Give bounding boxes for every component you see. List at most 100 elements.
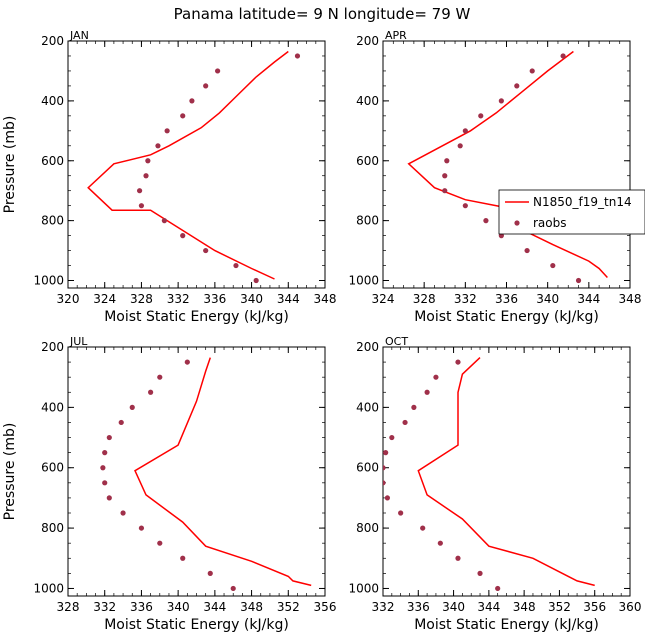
apr-x-tick-label: 336 <box>495 292 518 306</box>
jan-obs-point <box>253 277 259 284</box>
jul-obs-point <box>207 570 213 576</box>
jul-x-tick-label: 328 <box>57 600 80 614</box>
legend-model-label: N1850_f19_tn14 <box>533 195 632 209</box>
apr-y-tick-label: 1000 <box>348 274 379 288</box>
jul-data <box>100 357 312 592</box>
oct-x-tick-label: 352 <box>548 600 571 614</box>
jul-x-tick-label: 356 <box>314 600 337 614</box>
jul-obs-point <box>102 450 108 456</box>
apr-y-tick-label: 800 <box>356 214 379 228</box>
apr-obs-point <box>462 128 468 134</box>
jul-panel-label: JUL <box>69 335 88 348</box>
jan-y-tick-label: 600 <box>41 154 64 168</box>
oct-x-tick-label: 356 <box>583 600 606 614</box>
apr-x-tick-label: 340 <box>536 292 559 306</box>
oct-panel-label: OCT <box>385 335 408 348</box>
jul-obs-point <box>157 374 163 380</box>
jul-obs-point <box>180 555 186 561</box>
oct-obs-point <box>389 434 395 441</box>
oct-x-tick-label: 360 <box>619 600 642 614</box>
apr-obs-point <box>462 203 468 209</box>
apr-x-axis-label: Moist Static Energy (kJ/kg) <box>414 309 599 325</box>
apr-panel-label: APR <box>385 29 407 42</box>
jul-x-axis: 328 332 336 340 344 348 352 356 <box>57 347 337 614</box>
jan-data <box>87 50 301 284</box>
jul-obs-point <box>106 495 112 501</box>
jan-obs-point <box>138 203 145 209</box>
oct-y-tick-label: 800 <box>356 521 379 535</box>
oct-obs-point <box>383 480 386 486</box>
oct-obs-point <box>433 374 439 380</box>
legend-box <box>498 189 645 235</box>
jul-obs-point <box>138 525 145 531</box>
jan-x-tick-label: 324 <box>93 292 116 306</box>
apr-obs-point <box>575 277 582 284</box>
jan-obs-point <box>164 128 170 134</box>
jul-obs-point <box>129 404 135 410</box>
apr-plot-frame <box>382 40 631 289</box>
oct-obs-point <box>383 450 389 456</box>
legend-obs-label: raobs <box>533 216 567 230</box>
jan-obs-point <box>143 173 149 179</box>
jul-y-tick-label: 800 <box>41 521 64 535</box>
jul-x-tick-label: 340 <box>167 600 190 614</box>
apr-obs-point <box>483 218 489 224</box>
jan-obs-point <box>180 233 186 239</box>
jan-y-tick-label: 400 <box>41 94 64 108</box>
oct-x-axis-label: Moist Static Energy (kJ/kg) <box>414 617 599 633</box>
oct-obs-point <box>402 419 408 426</box>
oct-obs-point <box>398 510 404 516</box>
apr-y-tick-label: 200 <box>356 34 379 48</box>
apr-data <box>407 50 608 284</box>
jan-obs-point <box>294 53 301 59</box>
figure-title: Panama latitude= 9 N longitude= 79 W <box>174 5 471 23</box>
apr-obs-point <box>457 143 463 149</box>
jul-obs-point <box>230 585 236 592</box>
jan-x-axis-label: Moist Static Energy (kJ/kg) <box>104 309 289 325</box>
apr-obs-point <box>550 262 556 269</box>
oct-x-axis: 332 336 340 344 348 352 356 360 <box>372 347 642 614</box>
jan-x-tick-label: 348 <box>314 292 337 306</box>
jul-plot-frame <box>67 346 326 597</box>
panel-oct: OCT 332 336 340 344 348 352 356 360 200 400 600 800 1… <box>348 335 641 633</box>
jan-x-tick-label: 344 <box>277 292 300 306</box>
jan-obs-point <box>155 143 161 149</box>
jul-model-line <box>134 357 312 587</box>
jul-obs-point <box>106 434 112 441</box>
apr-x-tick-label: 344 <box>577 292 600 306</box>
jul-x-tick-label: 348 <box>240 600 263 614</box>
apr-x-tick-label: 324 <box>372 292 395 306</box>
jul-x-tick-label: 352 <box>277 600 300 614</box>
oct-data <box>383 357 595 592</box>
jul-y-tick-label: 200 <box>41 340 64 354</box>
oct-obs-point <box>455 359 461 365</box>
jul-x-tick-label: 344 <box>203 600 226 614</box>
jan-y-axis-label: Pressure (mb) <box>2 116 18 214</box>
legend-obs-swatch <box>514 220 520 226</box>
jul-x-tick-label: 336 <box>130 600 153 614</box>
oct-y-tick-label: 600 <box>356 461 379 475</box>
jan-plot-frame <box>67 40 326 289</box>
apr-obs-point <box>560 53 566 59</box>
jan-obs-point <box>189 98 195 104</box>
oct-y-tick-label: 1000 <box>348 581 379 595</box>
jan-x-tick-label: 328 <box>130 292 153 306</box>
jan-obs-point <box>215 68 221 74</box>
panel-jan: JAN 320 324 328 332 336 340 344 348 200 400 600 800 1… <box>2 29 336 325</box>
oct-obs-point <box>384 495 391 501</box>
jul-y-axis-label: Pressure (mb) <box>2 423 18 521</box>
jan-y-axis: 200 400 600 800 1000 <box>33 34 325 288</box>
jan-x-tick-label: 320 <box>57 292 80 306</box>
jul-x-tick-label: 332 <box>93 600 116 614</box>
oct-plot-frame <box>382 346 631 597</box>
apr-y-axis: 200 400 600 800 1000 <box>348 34 630 288</box>
jan-y-tick-label: 800 <box>41 214 64 228</box>
panel-apr: APR 324 328 332 336 340 344 348 200 400 600 800 1000… <box>348 29 641 325</box>
oct-x-tick-label: 344 <box>477 600 500 614</box>
apr-obs-point <box>498 98 504 104</box>
jul-y-tick-label: 400 <box>41 400 64 414</box>
oct-obs-point <box>383 465 386 471</box>
jul-y-axis: 200 400 600 800 1000 <box>33 340 325 595</box>
